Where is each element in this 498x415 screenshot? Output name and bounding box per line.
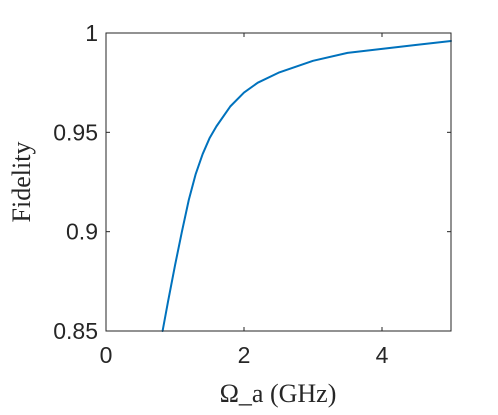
x-tick-label: 2 (238, 342, 251, 368)
fidelity-curve (161, 39, 452, 332)
plot-frame (105, 32, 452, 332)
y-axis-label: Fidelity (7, 142, 36, 223)
y-tick-label: 0.85 (53, 318, 98, 344)
x-tick-label: 0 (100, 342, 113, 368)
y-tick-label: 0.9 (66, 219, 98, 245)
plot-area (106, 33, 451, 331)
x-tick-label: 4 (376, 342, 389, 368)
y-tick-label: 0.95 (53, 119, 98, 145)
x-axis-label: Ω_a (GHz) (220, 379, 337, 408)
y-tick-label: 1 (85, 20, 98, 46)
